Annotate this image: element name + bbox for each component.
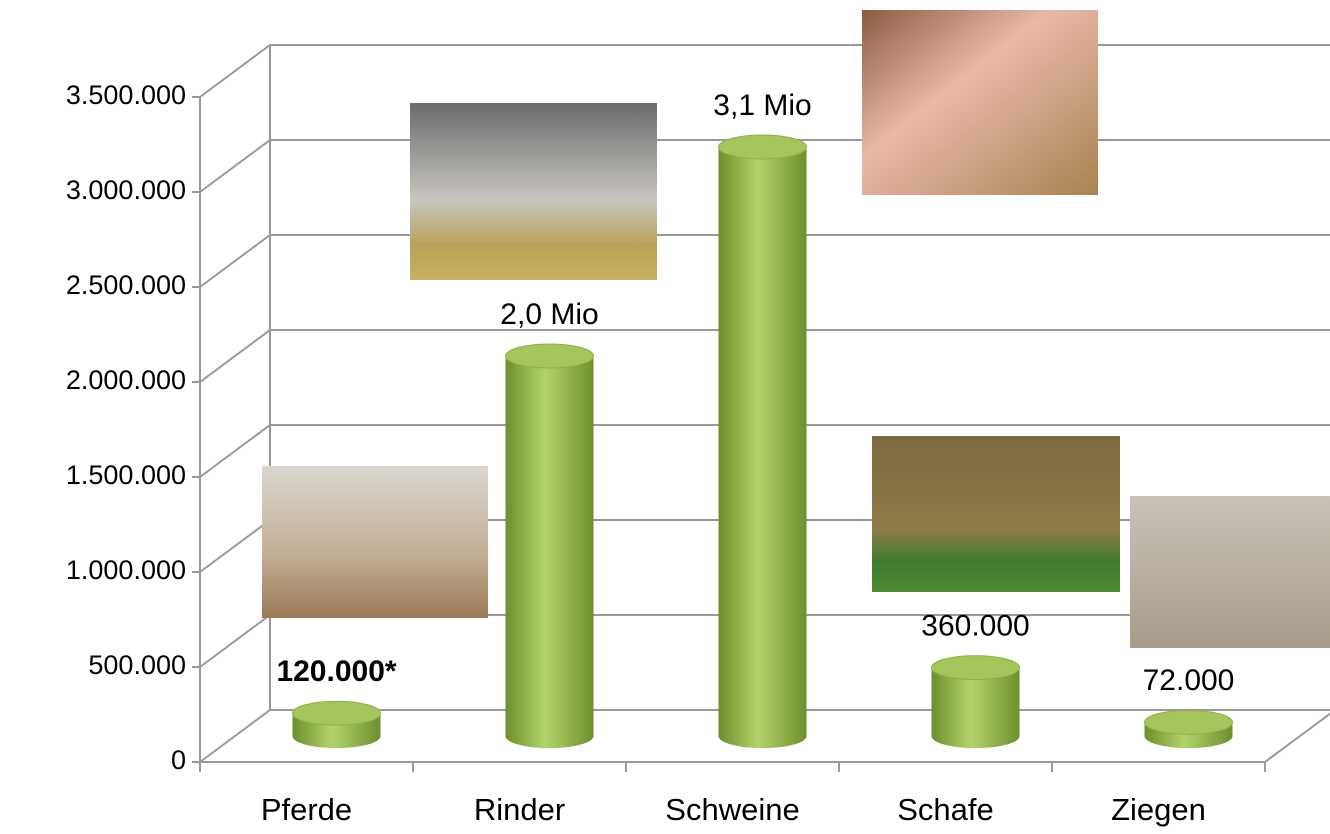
- photo: [862, 10, 1098, 195]
- bar-top: [292, 700, 381, 726]
- y-tick-label: 3.000.000: [66, 175, 186, 205]
- y-tick-label: 1.500.000: [66, 460, 186, 490]
- x-tick-label: Pferde: [261, 792, 352, 827]
- bar-body: [505, 356, 594, 736]
- bars: [292, 134, 1233, 748]
- value-label: 360.000: [921, 610, 1029, 643]
- value-label: 72.000: [1143, 664, 1235, 697]
- bar: [292, 700, 381, 748]
- value-label: 2,0 Mio: [500, 298, 598, 331]
- value-label: 120.000*: [276, 655, 396, 688]
- y-tick-label: 3.500.000: [66, 80, 186, 110]
- photo: [410, 103, 657, 280]
- x-tick-label: Ziegen: [1111, 792, 1206, 827]
- labels: Pferde 120.000* Rinder 2,0 Mio Schweine 3,1 M…: [261, 89, 1235, 827]
- y-tick-label: 2.000.000: [66, 365, 186, 395]
- y-tick-label: 2.500.000: [66, 270, 186, 300]
- bar-top: [1144, 709, 1233, 735]
- grid-line: [199, 424, 1330, 478]
- bar-base: [718, 724, 807, 748]
- photo: [872, 436, 1120, 592]
- photo: [1130, 496, 1330, 648]
- y-tick-label: 1.000.000: [66, 555, 186, 585]
- axis-line: [199, 97, 1330, 763]
- bar-base: [931, 724, 1020, 748]
- bar-top: [718, 134, 807, 160]
- bar-top: [931, 655, 1020, 681]
- bar: [1144, 709, 1233, 748]
- x-tick-label: Schafe: [897, 792, 994, 827]
- y-tick-label: 500.000: [88, 650, 186, 680]
- grid-line: [199, 329, 1330, 383]
- bar-base: [505, 724, 594, 748]
- bar-top: [505, 343, 594, 369]
- bar-body: [718, 147, 807, 736]
- grid: 0 500.000 1.000.000 1.500.000 2.000.000 2.500…: [66, 44, 1330, 775]
- x-tick-label: Rinder: [474, 792, 565, 827]
- value-label: 3,1 Mio: [713, 89, 811, 122]
- y-tick-label: 0: [171, 745, 186, 775]
- photo: [262, 466, 488, 618]
- bar-base: [292, 724, 381, 748]
- bar: [931, 655, 1020, 748]
- grid-line: [199, 234, 1330, 288]
- x-tick-label: Schweine: [665, 792, 799, 827]
- bar: [505, 343, 594, 748]
- bar: [718, 134, 807, 748]
